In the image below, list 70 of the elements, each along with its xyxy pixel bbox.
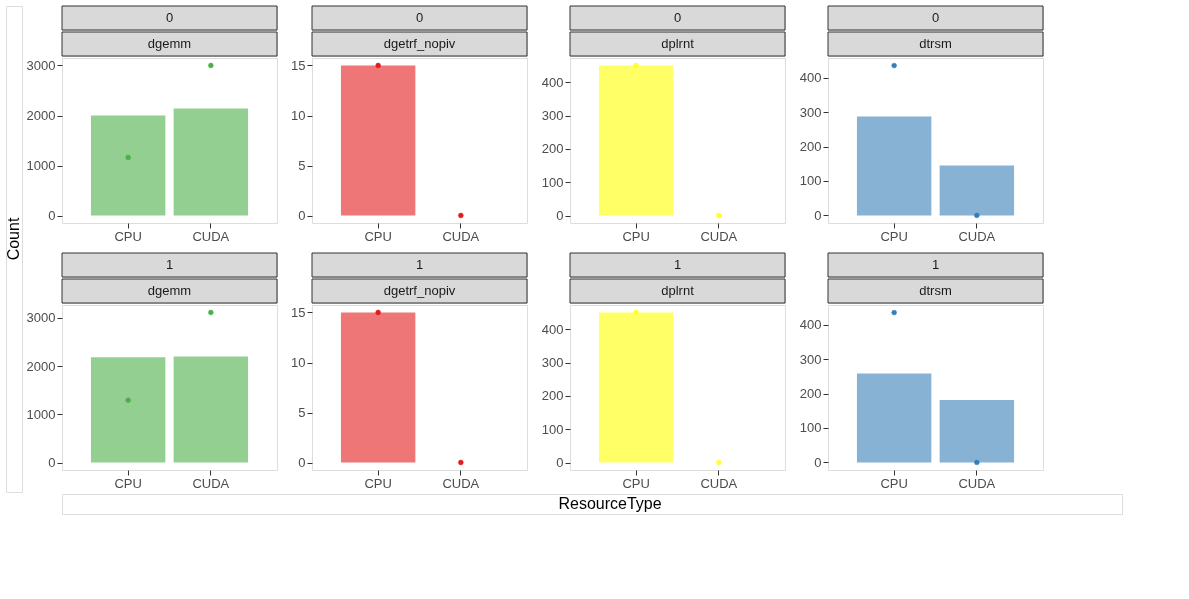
x-tick-label: CUDA — [958, 475, 996, 491]
y-tick-label: 300 — [541, 108, 564, 123]
y-tick-label: 0 — [556, 208, 564, 223]
y-tick-label: 0 — [298, 455, 306, 470]
chart-title: 0 — [165, 10, 174, 25]
chart-subtitle: dgetrf_nopiv — [383, 36, 456, 51]
chart-title: 1 — [931, 257, 940, 272]
x-tick-label: CPU — [622, 475, 650, 491]
chart-title: 0 — [415, 10, 424, 25]
y-tick-label: 100 — [541, 421, 564, 437]
chart-subtitle: dtrsm — [919, 283, 952, 298]
y-tick-label: 0 — [814, 454, 822, 470]
chart-subtitle: dgemm — [147, 36, 192, 51]
y-tick-label: 400 — [541, 74, 564, 90]
x-tick-label: CPU — [364, 475, 392, 491]
y-tick-label: 100 — [799, 173, 822, 189]
y-tick-label: 1000 — [26, 158, 56, 173]
chart-subtitle: dgemm — [147, 283, 192, 298]
y-tick-label: 15 — [291, 58, 306, 73]
y-tick-label: 200 — [799, 139, 822, 155]
x-tick-label: CPU — [880, 475, 908, 491]
x-tick-label: CUDA — [192, 228, 230, 244]
y-tick-label: 400 — [541, 321, 564, 337]
y-tick-label: 15 — [291, 305, 306, 320]
chart-subtitle: dgetrf_nopiv — [383, 283, 456, 298]
y-tick-label: 0 — [48, 455, 56, 471]
x-tick-label: CPU — [114, 228, 142, 244]
y-tick-label: 0 — [298, 208, 306, 223]
y-tick-label: 100 — [799, 420, 822, 436]
x-tick-label: CPU — [364, 228, 392, 244]
y-tick-label: 2000 — [26, 358, 56, 374]
x-tick-label: CUDA — [192, 475, 230, 491]
y-tick-label: 0 — [556, 455, 564, 470]
chart-title: 1 — [673, 257, 682, 272]
y-tick-label: 100 — [541, 174, 564, 190]
y-tick-label: 3000 — [26, 310, 56, 326]
x-tick-label: CPU — [622, 228, 650, 244]
x-tick-label: CUDA — [958, 228, 996, 244]
y-tick-label: 200 — [799, 386, 822, 402]
x-tick-label: CPU — [114, 475, 142, 491]
y-tick-label: 10 — [291, 355, 306, 370]
chart-title: 1 — [165, 257, 174, 272]
x-axis-title: ResourceType — [558, 495, 662, 512]
y-tick-label: 200 — [541, 388, 564, 404]
y-tick-label: 2000 — [26, 108, 56, 123]
y-tick-label: 200 — [541, 141, 564, 157]
x-tick-label: CUDA — [442, 475, 480, 491]
y-tick-label: 300 — [541, 355, 564, 370]
y-tick-label: 5 — [298, 158, 306, 173]
chart-title: 0 — [931, 10, 940, 25]
y-tick-label: 1000 — [26, 406, 56, 422]
x-tick-label: CPU — [880, 228, 908, 244]
chart-subtitle: dtrsm — [919, 36, 952, 51]
y-axis-title: Count — [5, 217, 22, 261]
y-tick-label: 10 — [291, 108, 306, 123]
y-tick-label: 400 — [799, 70, 822, 86]
y-tick-label: 300 — [799, 351, 822, 367]
y-tick-label: 0 — [814, 207, 822, 223]
y-tick-label: 300 — [799, 104, 822, 120]
chart-title: 0 — [673, 10, 682, 25]
x-tick-label: CUDA — [700, 475, 738, 491]
x-tick-label: CUDA — [442, 228, 480, 244]
y-tick-label: 3000 — [26, 58, 56, 73]
y-tick-label: 0 — [48, 208, 56, 223]
y-tick-label: 5 — [298, 405, 306, 420]
x-tick-label: CUDA — [700, 228, 738, 244]
y-tick-label: 400 — [799, 317, 822, 333]
chart-subtitle: dplrnt — [661, 36, 695, 51]
chart-title: 1 — [415, 257, 424, 272]
chart-subtitle: dplrnt — [661, 283, 695, 298]
